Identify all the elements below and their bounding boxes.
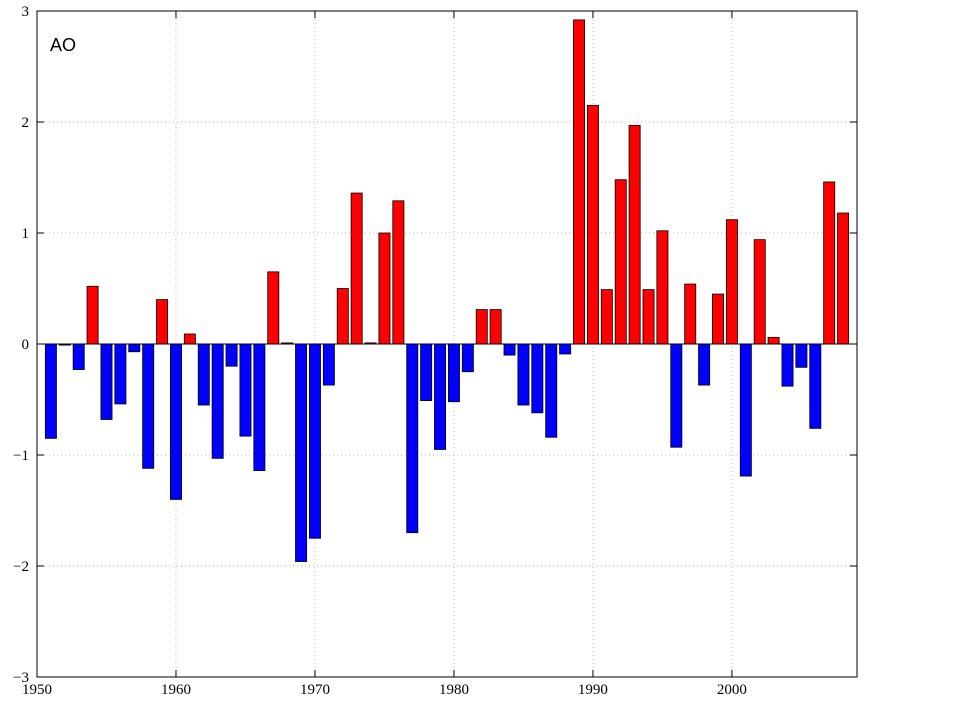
bar-1970 <box>309 343 321 539</box>
bar-2005 <box>795 343 808 368</box>
bar-1989 <box>573 19 585 345</box>
bar-1994 <box>642 289 655 345</box>
bar-1996 <box>670 343 683 448</box>
x-tick-label: 2000 <box>717 682 747 698</box>
y-tick-label: 1 <box>22 226 30 242</box>
y-tick-label: −1 <box>13 448 29 464</box>
bar-1988 <box>559 343 572 355</box>
bar-1979 <box>434 343 447 450</box>
bar-1986 <box>531 343 544 414</box>
bar-1961 <box>183 333 196 345</box>
bar-1953 <box>72 343 85 370</box>
bar-1981 <box>461 343 474 373</box>
bar-1963 <box>211 343 224 459</box>
bar-1991 <box>600 289 613 345</box>
x-tick-label: 1950 <box>22 682 52 698</box>
bar-1967 <box>267 271 280 345</box>
chart-title: AO <box>50 35 76 55</box>
bar-1983 <box>489 309 502 345</box>
bar-1955 <box>100 343 113 420</box>
bar-1971 <box>322 343 335 386</box>
bar-1997 <box>684 283 697 345</box>
bar-1977 <box>406 343 419 534</box>
bar-1962 <box>197 343 210 406</box>
bar-1965 <box>239 343 252 437</box>
bar-1976 <box>392 200 405 345</box>
bar-2004 <box>781 343 794 387</box>
bar-2007 <box>823 181 836 345</box>
bar-1972 <box>336 288 349 345</box>
bar-1993 <box>628 124 641 345</box>
bar-1975 <box>378 232 391 345</box>
bar-1980 <box>447 343 460 403</box>
bar-1992 <box>614 179 627 345</box>
x-tick-label: 1970 <box>300 682 330 698</box>
bar-1966 <box>253 343 266 471</box>
bar-2002 <box>753 239 766 345</box>
bar-2003 <box>767 336 780 345</box>
x-tick-label: 1980 <box>439 682 469 698</box>
bar-1998 <box>698 343 711 386</box>
labels-layer: −3 −2 −1 0 1 2 3 1950 1960 1970 1980 1990 2000 <box>13 4 747 698</box>
bar-1954 <box>86 285 99 345</box>
bar-1990 <box>586 104 599 345</box>
x-tick-label: 1960 <box>161 682 191 698</box>
bar-1956 <box>114 343 127 405</box>
bars-layer <box>44 19 850 562</box>
bar-1984 <box>503 343 516 356</box>
bar-1995 <box>656 230 669 345</box>
ticks-layer <box>36 10 857 678</box>
y-tick-label: 3 <box>22 4 30 20</box>
bar-1973 <box>350 192 363 345</box>
bar-1978 <box>420 343 433 402</box>
y-tick-label: −3 <box>13 670 29 686</box>
y-tick-label: 2 <box>22 115 30 131</box>
bar-2001 <box>739 343 752 477</box>
bar-1964 <box>225 343 238 367</box>
bar-1982 <box>475 309 488 345</box>
bar-1958 <box>142 343 155 469</box>
bar-1959 <box>156 299 169 345</box>
y-tick-label: −2 <box>13 559 29 575</box>
bar-2006 <box>809 343 822 429</box>
bar-1999 <box>712 293 724 345</box>
bar-1987 <box>545 343 558 438</box>
bar-1985 <box>517 343 530 406</box>
bar-1960 <box>170 343 182 500</box>
bar-1957 <box>128 343 141 353</box>
x-tick-label: 1990 <box>578 682 608 698</box>
bar-2000 <box>725 219 738 345</box>
bar-1969 <box>295 343 308 562</box>
bar-1951 <box>44 343 57 439</box>
y-tick-label: 0 <box>22 337 30 353</box>
bar-2008 <box>837 212 850 345</box>
